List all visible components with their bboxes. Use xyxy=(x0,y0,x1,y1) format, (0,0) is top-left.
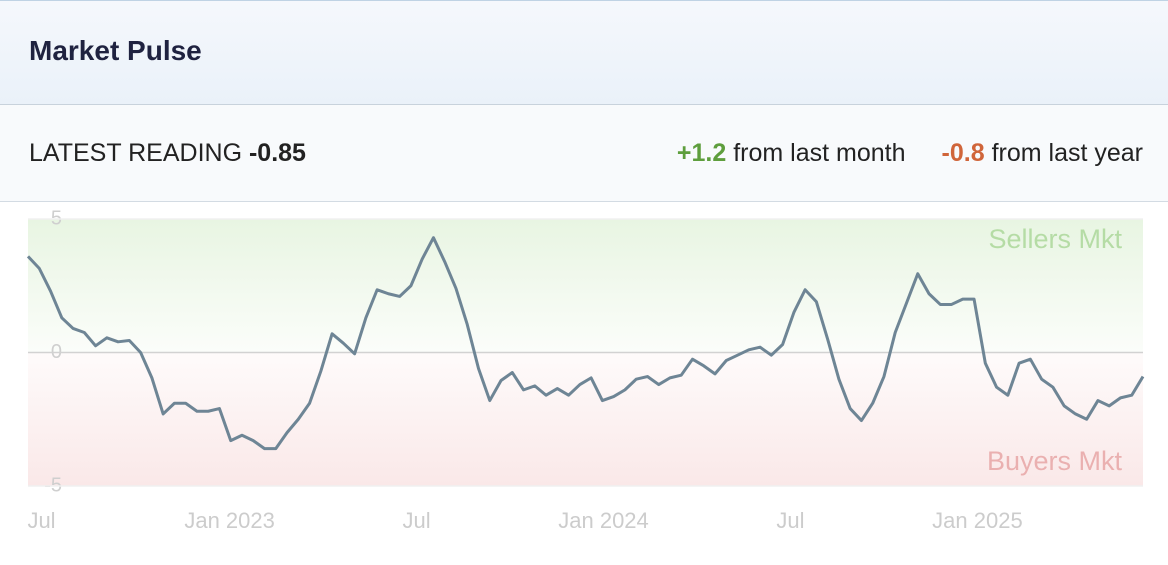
latest-label: LATEST READING xyxy=(29,139,243,167)
change: -0.8 from last year xyxy=(942,139,1143,167)
card-title: Market Pulse xyxy=(29,35,202,66)
x-tick-label: Jan 2024 xyxy=(558,508,649,533)
change-text: from last year xyxy=(991,139,1143,167)
zone-label: Buyers Mkt xyxy=(987,446,1123,476)
x-tick-label: Jul xyxy=(402,508,430,533)
data-line xyxy=(26,236,1145,451)
change: +1.2 from last month xyxy=(677,139,906,167)
change-value: -0.8 xyxy=(941,139,985,167)
x-tick-label: Jan 2025 xyxy=(932,508,1023,533)
buyers-zone xyxy=(28,352,1143,486)
changes: +1.2 from last month -0.8 from last year xyxy=(677,139,1143,168)
stats-row: LATEST READING -0.85 +1.2 from last mont… xyxy=(0,105,1168,202)
x-tick-label: Jul xyxy=(776,508,804,533)
change-text: from last month xyxy=(733,139,906,167)
card-header: Market Pulse xyxy=(0,1,1168,105)
x-tick-label: Jul xyxy=(27,508,55,533)
x-tick-label: Jan 2023 xyxy=(184,508,275,533)
change-value: +1.2 xyxy=(676,139,727,167)
zone-label: Sellers Mkt xyxy=(988,224,1122,254)
latest-reading: LATEST READING -0.85 xyxy=(29,139,306,168)
latest-value: -0.85 xyxy=(248,139,306,167)
sellers-zone xyxy=(28,219,1143,353)
